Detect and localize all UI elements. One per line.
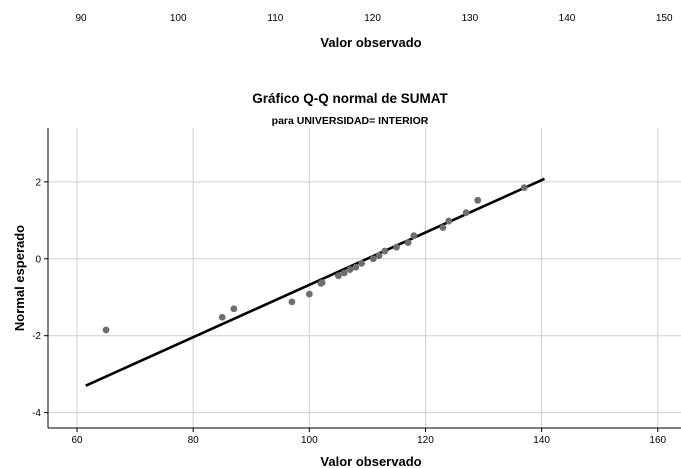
- data-point: [520, 184, 528, 192]
- x-tick-label: 120: [417, 435, 434, 446]
- gridlines: [48, 128, 681, 428]
- data-point: [288, 298, 296, 306]
- data-point: [462, 209, 470, 217]
- data-point: [439, 224, 447, 232]
- y-axis-label: Normal esperado: [12, 225, 27, 331]
- data-point: [393, 243, 400, 251]
- y-tick-label: 2: [35, 177, 41, 188]
- data-point: [369, 255, 377, 263]
- chart-subtitle: para UNIVERSIDAD= INTERIOR: [272, 115, 429, 127]
- data-point: [358, 259, 365, 267]
- x-tick-label: 160: [649, 435, 666, 446]
- data-point: [445, 217, 453, 225]
- data-point: [474, 196, 482, 204]
- y-tick-label: 0: [35, 254, 41, 265]
- data-point: [102, 326, 110, 334]
- data-point: [334, 272, 342, 280]
- data-point: [318, 279, 326, 287]
- data-point: [381, 247, 389, 255]
- top-x-axis-label: Valor observado: [320, 35, 421, 50]
- data-points: [102, 184, 528, 334]
- top-x-tick-label: 90: [75, 13, 87, 24]
- top-x-tick-label: 130: [461, 13, 478, 24]
- x-tick-label: 60: [71, 435, 83, 446]
- normal-reference-line: [85, 177, 546, 387]
- data-point: [230, 305, 238, 313]
- x-tick-label: 100: [301, 435, 318, 446]
- plot-frame: [47, 128, 681, 429]
- x-axis-label: Valor observado: [320, 454, 421, 468]
- top-x-tick-label: 140: [559, 13, 576, 24]
- y-tick-label: -4: [32, 408, 41, 419]
- data-point: [346, 266, 354, 273]
- top-x-tick-label: 110: [267, 13, 283, 24]
- top-x-tick-label: 150: [656, 13, 673, 24]
- previous-chart-axis: 90 100 110 120 130 140 150 Valor observado: [75, 13, 673, 50]
- data-point: [375, 252, 383, 260]
- data-point: [404, 239, 412, 247]
- data-point: [218, 313, 226, 321]
- x-axis-ticks: 60 80 100 120 140 160: [71, 428, 667, 446]
- top-x-tick-label: 100: [170, 13, 187, 24]
- data-point: [410, 232, 418, 240]
- top-x-tick-label: 120: [364, 13, 381, 24]
- data-point: [352, 263, 360, 271]
- y-tick-label: -2: [32, 331, 41, 342]
- data-point: [305, 290, 313, 298]
- reference-line: [85, 177, 546, 387]
- x-tick-label: 80: [188, 435, 200, 446]
- x-tick-label: 140: [533, 435, 550, 446]
- y-axis-ticks: -4 -2 0 2: [32, 177, 48, 419]
- chart-title: Gráfico Q-Q normal de SUMAT: [252, 91, 448, 106]
- data-point: [340, 269, 348, 277]
